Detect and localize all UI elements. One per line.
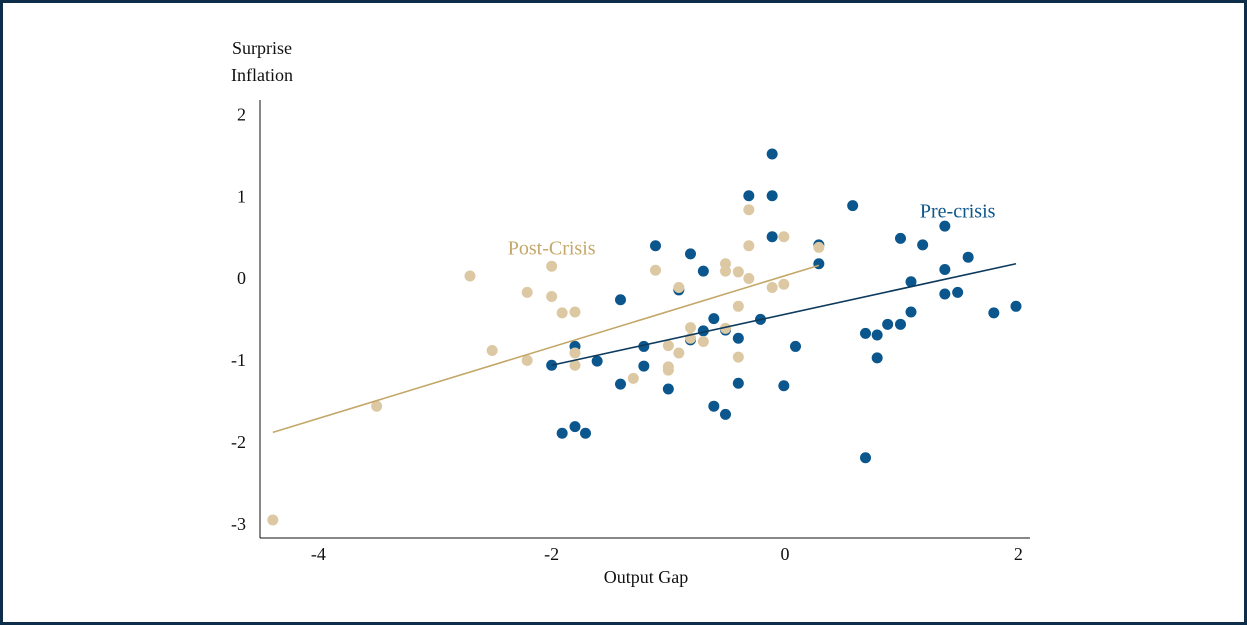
point — [939, 220, 951, 232]
point — [860, 452, 871, 464]
point — [860, 327, 871, 339]
point — [732, 300, 744, 312]
point — [743, 240, 755, 252]
point — [662, 364, 674, 376]
point — [720, 322, 731, 334]
y-tick-label: 2 — [237, 104, 246, 124]
point — [569, 347, 581, 359]
x-tick-label: -4 — [311, 544, 326, 564]
point — [697, 336, 709, 348]
point — [732, 332, 744, 344]
point — [917, 239, 929, 251]
point — [591, 355, 603, 367]
point — [638, 340, 650, 352]
fit-line — [272, 264, 820, 434]
point — [905, 276, 917, 288]
point — [662, 383, 674, 395]
point — [708, 313, 720, 325]
point — [847, 200, 859, 212]
point — [486, 345, 498, 357]
y-axis-label: Surprise — [232, 38, 292, 58]
fit-line — [551, 262, 1017, 367]
point — [556, 427, 568, 439]
point — [673, 347, 685, 359]
point — [708, 400, 720, 412]
point — [871, 352, 883, 364]
point — [988, 307, 1000, 319]
y-tick-label: 0 — [237, 268, 246, 288]
y-axis-label: Inflation — [231, 65, 293, 85]
point — [650, 264, 661, 276]
point — [778, 380, 790, 392]
x-tick-label: -2 — [544, 544, 559, 564]
point — [720, 265, 731, 277]
series-label: Post-Crisis — [508, 237, 596, 259]
point — [521, 286, 533, 298]
series-label: Pre-crisis — [920, 201, 996, 223]
point — [569, 421, 581, 433]
point — [939, 263, 951, 275]
x-axis-label: Output Gap — [604, 567, 689, 587]
y-tick-label: -3 — [231, 514, 246, 534]
point — [732, 377, 744, 389]
point — [521, 354, 533, 366]
point — [569, 359, 581, 371]
point — [650, 240, 661, 252]
y-tick-label: -2 — [231, 432, 246, 452]
point — [905, 306, 917, 318]
point — [939, 288, 951, 300]
x-tick-label: 2 — [1014, 544, 1023, 564]
point — [895, 232, 906, 244]
point — [766, 231, 778, 243]
point — [743, 272, 755, 284]
point — [766, 281, 778, 293]
point — [732, 351, 744, 363]
point — [766, 148, 778, 160]
point — [569, 306, 581, 318]
point — [546, 260, 558, 272]
point — [790, 340, 801, 352]
point — [743, 204, 755, 216]
point — [1010, 300, 1022, 312]
point — [778, 278, 790, 290]
point — [743, 190, 755, 202]
point — [371, 400, 383, 412]
point — [813, 241, 825, 253]
point — [638, 360, 650, 372]
point — [580, 427, 591, 439]
point — [685, 322, 696, 334]
point — [895, 318, 906, 330]
point — [778, 231, 790, 243]
point — [697, 325, 709, 337]
point — [673, 281, 685, 293]
point — [546, 290, 558, 302]
point — [685, 248, 696, 260]
point — [720, 408, 731, 420]
y-tick-label: -1 — [231, 350, 246, 370]
point — [615, 378, 626, 390]
point — [766, 190, 778, 202]
point — [952, 286, 964, 298]
x-tick-label: 0 — [781, 544, 790, 564]
point — [962, 251, 974, 263]
point — [615, 294, 626, 306]
point — [871, 329, 883, 341]
point — [697, 265, 709, 277]
point — [882, 318, 894, 330]
y-tick-label: 1 — [237, 186, 246, 206]
point — [556, 307, 568, 319]
point — [627, 372, 639, 384]
point — [662, 340, 674, 352]
point — [813, 258, 825, 270]
point — [267, 514, 279, 526]
point — [464, 270, 476, 282]
point — [732, 266, 744, 278]
